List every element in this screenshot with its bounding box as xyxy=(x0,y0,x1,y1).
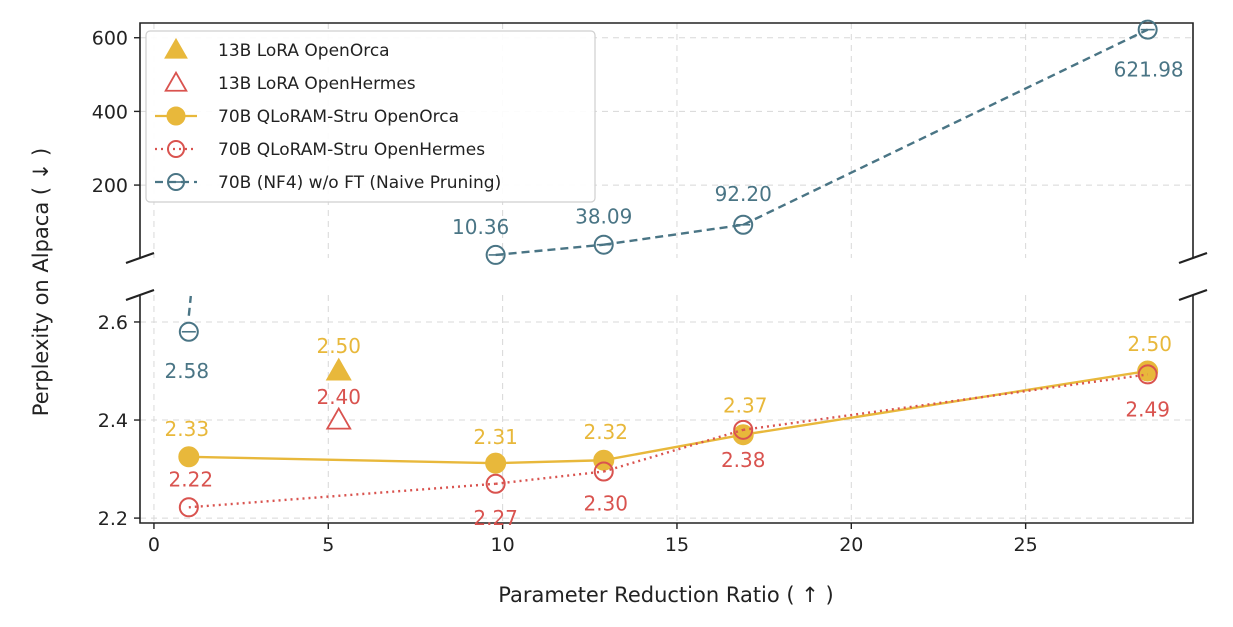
data-label: 2.49 xyxy=(1125,397,1170,421)
data-marker xyxy=(325,406,352,430)
axis-break-mark xyxy=(125,288,155,302)
data-marker xyxy=(178,497,199,518)
series-line-segment xyxy=(188,455,496,465)
y-tick-label: 2.4 xyxy=(98,410,128,432)
data-label: 2.31 xyxy=(473,425,518,449)
top-panel: 200 400 600 xyxy=(92,22,1194,258)
data-label: 2.32 xyxy=(583,420,628,444)
data-marker xyxy=(733,214,754,235)
data-label: 10.36 xyxy=(452,215,509,239)
data-marker xyxy=(732,424,754,446)
series-70b-qloram-stru-openhermes: 2.22 2.27 2.30 2.38 2.49 xyxy=(169,364,1170,530)
axis-break-mark xyxy=(1178,288,1208,302)
data-marker xyxy=(166,106,186,126)
y-tick-label: 600 xyxy=(92,28,128,50)
legend-label: 70B (NF4) w/o FT (Naive Pruning) xyxy=(218,173,501,193)
series-70b-qloram-stru-openorca: 2.33 2.31 2.32 2.37 2.50 xyxy=(165,332,1172,474)
legend-item: 70B QLoRAM-Stru OpenHermes xyxy=(155,140,485,160)
data-marker xyxy=(164,70,188,92)
y-tick-label: 200 xyxy=(92,175,128,197)
x-tick-label: 10 xyxy=(491,534,515,556)
axis-break-mark xyxy=(125,251,155,265)
data-marker xyxy=(593,234,614,255)
bottom-panel: 2.2 2.4 2.6 0 5 10 15 20 25 xyxy=(98,295,1194,556)
series-line-segment xyxy=(188,482,496,509)
data-label: 2.33 xyxy=(165,417,210,441)
data-label: 92.20 xyxy=(715,182,772,206)
legend-label: 70B QLoRAM-Stru OpenOrca xyxy=(218,107,459,127)
series-line-segment xyxy=(603,433,744,462)
x-tick-label: 0 xyxy=(148,534,160,556)
axis-break-mark xyxy=(1178,251,1208,265)
x-axis-label: Parameter Reduction Ratio ( ↑ ) xyxy=(498,583,834,607)
data-marker xyxy=(485,473,506,494)
legend-item: 70B (NF4) w/o FT (Naive Pruning) xyxy=(155,173,501,193)
data-label: 621.98 xyxy=(1114,58,1184,82)
series-70b-nf4-w-o-ft-naive-pruning-: 2.58 10.36 38.09 92.20 621.98 xyxy=(165,19,1184,383)
series-line-segment xyxy=(603,223,744,246)
data-label: 2.50 xyxy=(1127,332,1172,356)
data-marker xyxy=(1137,364,1158,385)
series-line-segment xyxy=(742,28,1149,226)
data-marker xyxy=(164,37,188,59)
data-marker xyxy=(733,419,754,440)
chart-marks: 2.50 2.40 2.33 2.31 2.32 2.37 2.50 2.22 2.27 2.30… xyxy=(125,19,1208,530)
y-tick-label: 400 xyxy=(92,101,128,123)
data-marker xyxy=(1137,360,1159,382)
data-label: 2.22 xyxy=(169,467,214,491)
data-marker xyxy=(593,461,614,482)
legend-item: 13B LoRA OpenOrca xyxy=(164,37,390,61)
legend-item: 13B LoRA OpenHermes xyxy=(164,70,416,94)
series-line-segment xyxy=(743,373,1148,432)
data-label: 2.30 xyxy=(583,492,628,516)
y-tick-label: 2.2 xyxy=(98,508,128,530)
y-tick-label: 2.6 xyxy=(98,312,128,334)
data-label: 2.37 xyxy=(723,394,768,418)
series-line-segment xyxy=(495,243,604,257)
legend-label: 13B LoRA OpenOrca xyxy=(218,41,390,61)
x-tick-label: 15 xyxy=(665,534,689,556)
series-line-segment xyxy=(495,470,604,485)
data-label: 2.40 xyxy=(316,385,361,409)
y-axis-label: Perplexity on Alpaca ( ↓ ) xyxy=(29,148,53,416)
data-marker xyxy=(485,244,506,265)
legend-label: 70B QLoRAM-Stru OpenHermes xyxy=(218,140,485,160)
legend-label: 13B LoRA OpenHermes xyxy=(218,74,416,94)
data-label: 2.27 xyxy=(473,506,518,530)
data-marker xyxy=(325,357,352,381)
series-line-segment xyxy=(495,459,604,465)
series-13b-lora-openhermes: 2.40 xyxy=(316,385,361,430)
bottom-panel-frame xyxy=(139,295,1194,524)
data-label: 2.58 xyxy=(165,359,210,383)
data-label: 2.50 xyxy=(316,334,361,358)
data-label: 2.38 xyxy=(721,448,766,472)
data-marker xyxy=(178,446,200,468)
series-line-segment xyxy=(187,295,193,316)
legend-item: 70B QLoRAM-Stru OpenOrca xyxy=(155,106,459,127)
x-tick-label: 5 xyxy=(322,534,334,556)
series-line-segment xyxy=(603,428,744,473)
legend: 13B LoRA OpenOrca 13B LoRA OpenHermes 70B … xyxy=(145,30,596,203)
data-marker xyxy=(1137,19,1158,40)
data-label: 38.09 xyxy=(575,205,632,229)
top-panel-frame xyxy=(139,22,1194,258)
series-13b-lora-openorca: 2.50 xyxy=(316,334,361,381)
legend-box xyxy=(145,30,596,203)
data-marker xyxy=(167,173,185,191)
data-marker xyxy=(167,140,185,158)
x-tick-label: 20 xyxy=(839,534,863,556)
x-tick-label: 25 xyxy=(1014,534,1038,556)
data-marker xyxy=(485,452,507,474)
data-marker xyxy=(178,321,199,342)
